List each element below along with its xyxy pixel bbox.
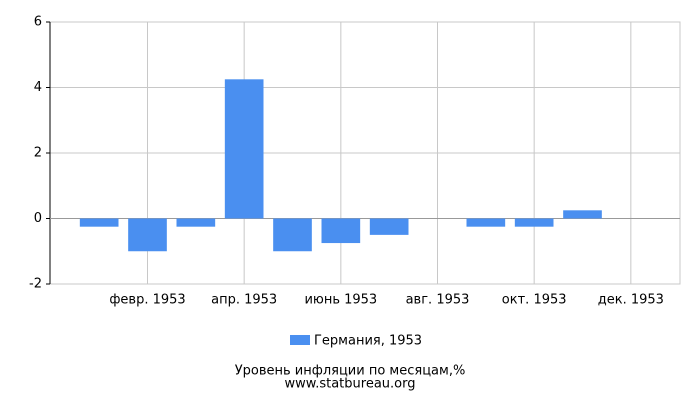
bar xyxy=(321,218,361,244)
x-tick-label: окт. 1953 xyxy=(502,293,567,308)
x-tick-label: авг. 1953 xyxy=(406,293,470,308)
legend-label: Германия, 1953 xyxy=(314,334,422,349)
bar xyxy=(128,218,167,252)
bar xyxy=(176,218,216,227)
x-tick-label: апр. 1953 xyxy=(211,293,277,308)
bar xyxy=(563,210,602,219)
y-tick-label: 2 xyxy=(34,146,42,161)
x-tick-label: июнь 1953 xyxy=(304,293,377,308)
legend-swatch xyxy=(290,335,310,345)
y-tick-label: 4 xyxy=(34,80,42,95)
x-tick-label: февр. 1953 xyxy=(109,293,185,308)
bar xyxy=(369,218,409,235)
y-tick-label: -2 xyxy=(29,277,42,292)
chart-title: Уровень инфляции по месяцам,% xyxy=(235,364,466,379)
x-tick-label: дек. 1953 xyxy=(598,293,664,308)
chart-subtitle: www.statbureau.org xyxy=(285,377,416,392)
y-tick-label: 6 xyxy=(34,15,42,30)
bar xyxy=(466,218,506,227)
y-tick-label: 0 xyxy=(34,211,42,226)
bar xyxy=(273,218,312,252)
bar xyxy=(514,218,554,227)
bar xyxy=(224,79,264,219)
bar xyxy=(79,218,119,227)
